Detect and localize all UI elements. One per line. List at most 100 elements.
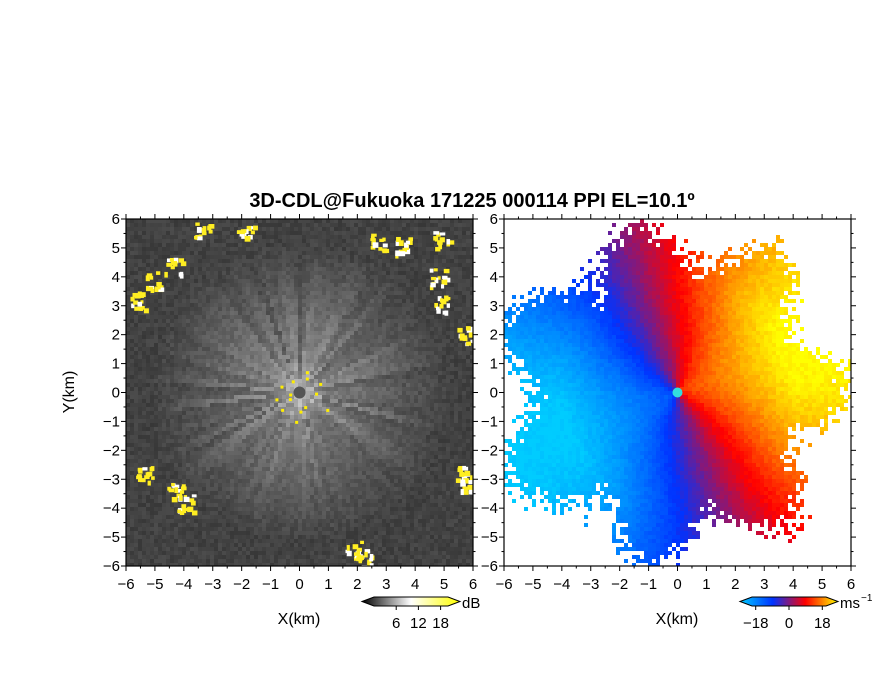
intensity-cell [350,367,354,371]
intensity-cell [278,323,282,327]
intensity-cell [194,331,198,335]
intensity-cell [190,355,194,359]
intensity-cell [374,443,378,447]
intensity-cell [294,403,298,407]
intensity-cell [358,395,362,399]
intensity-cell [302,307,306,311]
intensity-cell [366,299,370,303]
intensity-cell [330,359,334,363]
intensity-cell [406,355,410,359]
intensity-cell [366,395,370,399]
intensity-cell [266,263,270,267]
intensity-cell [454,355,458,359]
intensity-cell [194,431,198,435]
intensity-cell [154,427,158,431]
intensity-cell [426,283,430,287]
intensity-cell [286,243,290,247]
intensity-cell [158,387,162,391]
intensity-cell [146,283,150,287]
intensity-cell [174,247,178,251]
intensity-cell [294,323,298,327]
intensity-cell [446,283,450,287]
intensity-cell [414,363,418,367]
intensity-cell [206,419,210,423]
intensity-cell [142,223,146,227]
intensity-cell [402,355,406,359]
intensity-cell [258,339,262,343]
intensity-cell [402,311,406,315]
intensity-cell [306,327,310,331]
intensity-cell [134,411,138,415]
intensity-cell [186,363,190,367]
intensity-cell [438,259,442,263]
intensity-cell [226,387,230,391]
intensity-cell [238,351,242,355]
intensity-cell [438,423,442,427]
intensity-cell [306,403,310,407]
intensity-cell [442,403,446,407]
intensity-cell [138,271,142,275]
intensity-cell [462,315,466,319]
intensity-cell [358,407,362,411]
intensity-cell [462,431,466,435]
intensity-cell [198,351,202,355]
intensity-cell [226,339,230,343]
intensity-cell [430,307,434,311]
intensity-cell [314,319,318,323]
intensity-cell [398,271,402,275]
intensity-cell [170,299,174,303]
intensity-cell [178,331,182,335]
intensity-cell [242,291,246,295]
intensity-cell [278,347,282,351]
intensity-cell [362,239,366,243]
intensity-cell [386,231,390,235]
intensity-cell [206,403,210,407]
intensity-cell [330,383,334,387]
intensity-cell [430,279,434,283]
intensity-cell [158,219,162,223]
intensity-cell [182,435,186,439]
intensity-cell [462,231,466,235]
intensity-cell [394,407,398,411]
intensity-cell [170,411,174,415]
intensity-cell [318,307,322,311]
intensity-cell [202,383,206,387]
intensity-cell [310,399,314,403]
intensity-cell [410,231,414,235]
intensity-cell [418,251,422,255]
intensity-cell [238,263,242,267]
intensity-cell [162,415,166,419]
intensity-cell [186,235,190,239]
intensity-cell [370,335,374,339]
intensity-cell [142,439,146,443]
intensity-cell [194,287,198,291]
intensity-cell [230,331,234,335]
intensity-cell [266,255,270,259]
intensity-cell [254,303,258,307]
intensity-cell [310,291,314,295]
intensity-cell [154,379,158,383]
intensity-cell [358,383,362,387]
intensity-cell [270,243,274,247]
intensity-cell [458,371,462,375]
intensity-cell [142,399,146,403]
intensity-cell [454,271,458,275]
intensity-cell [182,411,186,415]
intensity-cell [166,339,170,343]
intensity-cell [314,219,318,223]
intensity-cell [374,379,378,383]
intensity-cell [174,383,178,387]
intensity-cell [226,343,230,347]
intensity-cell [290,295,294,299]
intensity-cell [174,375,178,379]
intensity-cell [254,219,258,223]
intensity-cell [374,339,378,343]
intensity-cell [366,219,370,223]
intensity-cell [250,447,254,451]
intensity-cell [238,343,242,347]
intensity-cell [266,367,270,371]
intensity-cell [390,227,394,231]
intensity-cell [358,295,362,299]
intensity-cell [462,307,466,311]
intensity-cell [306,227,310,231]
